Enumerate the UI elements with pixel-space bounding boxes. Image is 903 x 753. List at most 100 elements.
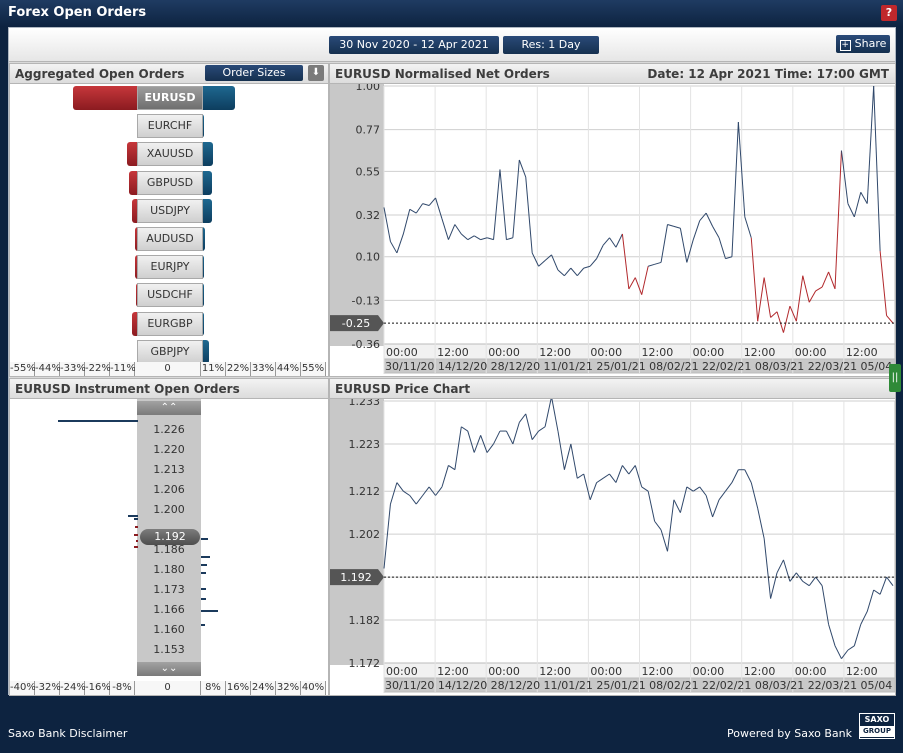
series-segment — [589, 258, 598, 267]
series-segment — [725, 482, 733, 492]
buy-bar-gbpjpy — [199, 339, 210, 364]
series-segment — [705, 495, 714, 518]
series-segment — [473, 435, 482, 453]
resolution-button[interactable]: Res: 1 Day — [503, 36, 599, 54]
scale-zero: 0 — [135, 681, 201, 695]
date-tick-label: 30/11/20 — [385, 360, 434, 373]
pair-button-gbpusd[interactable]: GBPUSD — [137, 170, 203, 195]
series-segment — [886, 576, 894, 586]
series-segment — [634, 465, 643, 488]
scale-tick: -11% — [110, 362, 136, 376]
series-segment — [512, 422, 520, 445]
series-segment — [577, 473, 585, 479]
aggregated-title: Aggregated Open Orders — [15, 67, 185, 81]
toolbar: 30 Nov 2020 - 12 Apr 2021 Res: 1 Day + Sh… — [9, 28, 895, 62]
pair-button-gbpjpy[interactable]: GBPJPY — [137, 339, 203, 364]
aggregated-header: Aggregated Open Orders Order Sizes ⬇ — [10, 64, 328, 84]
order-sizes-dropdown[interactable]: Order Sizes — [205, 65, 303, 81]
series-segment — [750, 482, 759, 509]
series-segment — [602, 473, 610, 479]
series-segment — [480, 435, 488, 453]
y-tick-label: 0.10 — [356, 251, 381, 264]
series-segment — [415, 495, 424, 505]
series-segment — [815, 576, 823, 586]
series-segment — [634, 277, 643, 295]
date-tick-label: 08/02/21 — [649, 360, 698, 373]
series-segment — [847, 203, 855, 218]
pair-button-eurchf[interactable]: EURCHF — [137, 114, 203, 139]
series-segment — [847, 645, 855, 651]
series-segment — [782, 305, 791, 333]
series-segment — [493, 430, 501, 445]
series-segment — [692, 486, 700, 492]
date-tick-label: 22/02/21 — [702, 679, 751, 692]
pair-button-eurusd[interactable]: EURUSD — [137, 86, 203, 110]
pair-button-eurjpy[interactable]: EURJPY — [137, 255, 203, 280]
series-segment — [866, 85, 875, 204]
series-segment — [737, 122, 746, 217]
series-segment — [834, 645, 842, 659]
series-segment — [873, 85, 881, 252]
series-segment — [396, 233, 404, 254]
series-segment — [518, 159, 527, 178]
order-sizes-label: Order Sizes — [222, 66, 286, 79]
time-tick-label: 12:00 — [539, 346, 571, 359]
buy-bar-eurusd — [199, 86, 235, 110]
double-chevron-up-icon[interactable]: ⌃⌃ — [137, 401, 201, 415]
series-segment — [390, 241, 398, 254]
price-chart-header: EURUSD Price Chart — [330, 379, 895, 399]
series-segment — [679, 486, 688, 513]
series-segment — [666, 499, 675, 552]
instrument-header: EURUSD Instrument Open Orders — [10, 379, 328, 399]
time-tick-label: 00:00 — [488, 665, 520, 678]
pair-button-audusd[interactable]: AUDUSD — [137, 227, 203, 251]
net-orders-chart[interactable]: 1.00 0.77 0.55 0.32 0.10 -0.13 -0.36 00:00 12:00… — [330, 84, 896, 377]
series-segment — [512, 159, 520, 238]
pair-button-usdchf[interactable]: USDCHF — [137, 283, 203, 308]
time-tick-label: 12:00 — [846, 665, 878, 678]
time-tick-label: 00:00 — [795, 665, 827, 678]
series-segment — [557, 269, 565, 277]
disclaimer-link[interactable]: Saxo Bank Disclaimer — [8, 727, 128, 740]
series-segment — [628, 465, 636, 475]
series-segment — [570, 267, 578, 277]
pairs-list: EURUSD EURCHF XAUUSD GBPUSD USDJPY AUDUSD EURJ… — [10, 84, 328, 364]
scale-tick: -33% — [60, 362, 86, 376]
pair-button-usdjpy[interactable]: USDJPY — [137, 198, 203, 223]
scale-tick: -32% — [35, 681, 61, 695]
price-chart[interactable]: 1.233 1.223 1.212 1.202 1.192 1.182 1.172 00:00… — [330, 399, 896, 696]
series-segment — [712, 499, 720, 518]
series-segment — [428, 197, 436, 206]
price-level: 1.173 — [153, 583, 185, 596]
series-segment — [480, 237, 488, 241]
pair-button-xauusd[interactable]: XAUUSD — [137, 142, 203, 167]
series-segment — [486, 443, 494, 453]
scale-tick: -24% — [60, 681, 86, 695]
series-segment — [744, 469, 752, 483]
series-segment — [435, 486, 443, 496]
help-button[interactable]: ? — [881, 5, 897, 21]
series-segment — [686, 486, 694, 492]
date-tick-label: 22/03/21 — [808, 360, 857, 373]
share-button[interactable]: + Share — [836, 35, 890, 53]
pair-button-eurgbp[interactable]: EURGBP — [137, 311, 203, 336]
scale-tick: 55% — [301, 362, 326, 376]
series-segment — [461, 426, 469, 432]
arrow-down-icon[interactable]: ⬇ — [308, 65, 324, 81]
series-segment — [757, 277, 765, 322]
series-segment — [705, 212, 714, 227]
time-tick-label: 00:00 — [386, 346, 418, 359]
panel-resize-handle[interactable]: || — [889, 364, 901, 392]
series-segment — [808, 576, 817, 586]
series-segment — [402, 209, 411, 235]
series-segment — [641, 266, 649, 295]
scale-tick: 8% — [201, 681, 226, 695]
double-chevron-down-icon[interactable]: ⌄⌄ — [137, 662, 201, 676]
series-segment — [660, 224, 668, 263]
series-segment — [776, 311, 784, 333]
series-segment — [609, 473, 617, 483]
series-segment — [667, 224, 675, 227]
y-tick-label: 1.182 — [349, 614, 381, 627]
date-range-button[interactable]: 30 Nov 2020 - 12 Apr 2021 — [329, 36, 499, 54]
y-axis-band — [330, 84, 384, 346]
